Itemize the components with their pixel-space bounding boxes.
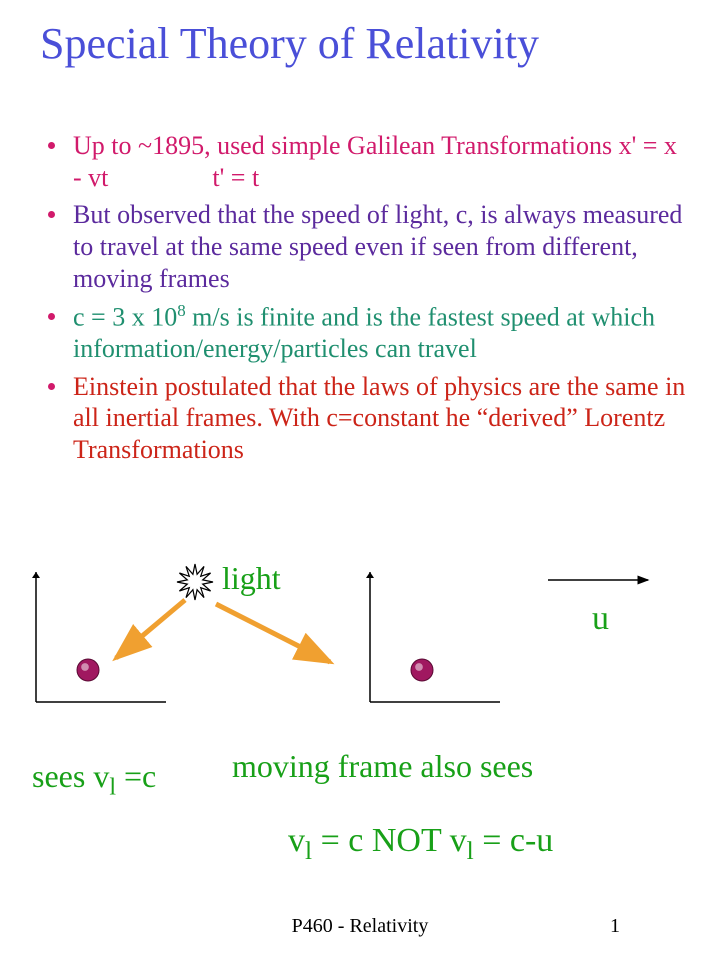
light-label: light	[222, 560, 281, 597]
moving-frame-label: moving frame also sees	[232, 748, 533, 785]
page-number: 1	[610, 915, 620, 938]
sees-label: sees vl =c	[32, 758, 156, 801]
bullet-text: But observed that the speed of light, c,…	[73, 199, 688, 294]
bullet-text: Up to ~1895, used simple Galilean Transf…	[73, 130, 688, 193]
page-title: Special Theory of Relativity	[40, 18, 539, 69]
bullet-list: Up to ~1895, used simple Galilean Transf…	[48, 130, 688, 472]
bullet-item: c = 3 x 108 m/s is finite and is the fas…	[48, 301, 688, 365]
bullet-item: Einstein postulated that the laws of phy…	[48, 371, 688, 466]
bullet-text: c = 3 x 108 m/s is finite and is the fas…	[73, 301, 688, 365]
footer: P460 - Relativity 1	[0, 915, 720, 938]
bullet-dot	[48, 383, 55, 390]
bullet-item: But observed that the speed of light, c,…	[48, 199, 688, 294]
vlc-label: vl = c NOT vl = c-u	[288, 822, 553, 866]
bullet-dot	[48, 313, 55, 320]
bullet-text: Einstein postulated that the laws of phy…	[73, 371, 688, 466]
u-label: u	[592, 600, 609, 638]
bullet-dot	[48, 211, 55, 218]
footer-label: P460 - Relativity	[292, 915, 429, 937]
light-diagram	[0, 562, 720, 762]
bullet-dot	[48, 142, 55, 149]
bullet-item: Up to ~1895, used simple Galilean Transf…	[48, 130, 688, 193]
